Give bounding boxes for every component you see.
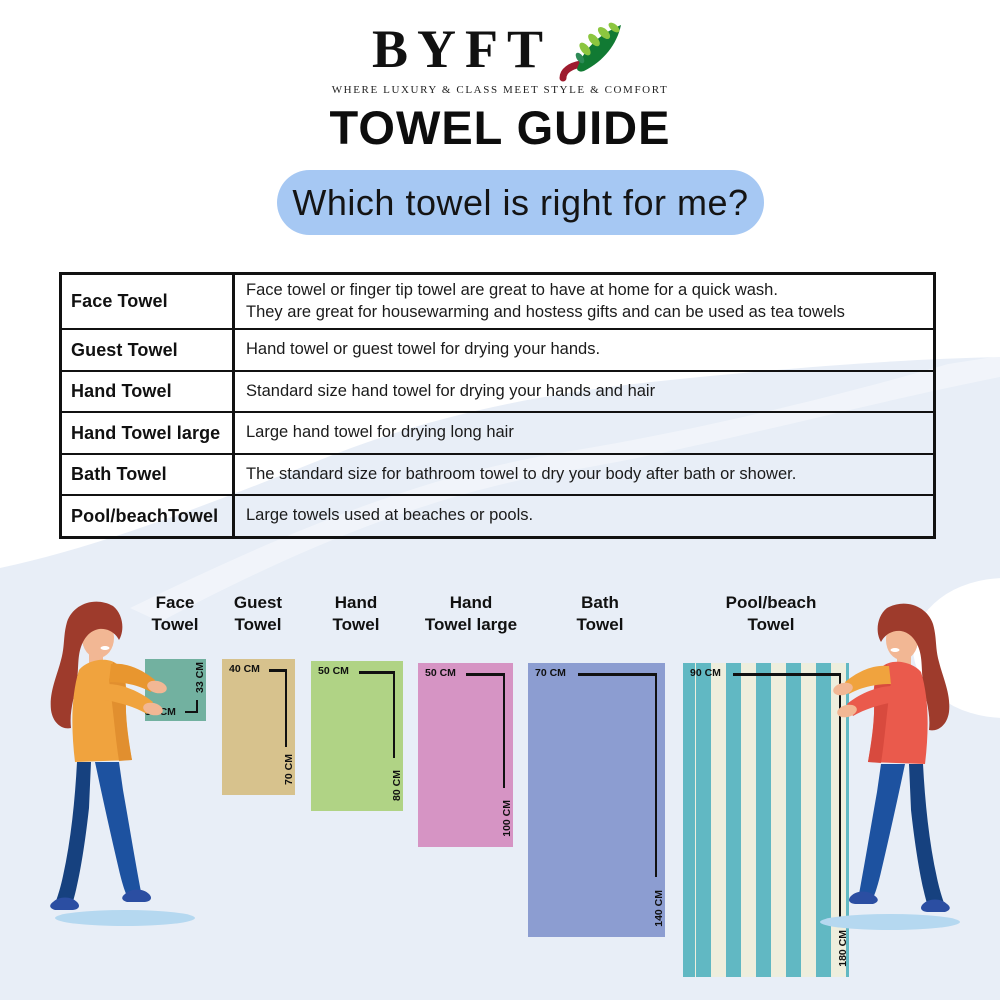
column-header-bath-towel: Bath Towel	[576, 593, 624, 635]
column-header-pool-beach-towel: Pool/beach Towel	[725, 593, 817, 635]
column-header-hand-towel: Hand Towel	[332, 593, 380, 635]
row-description: Hand towel or guest towel for drying you…	[235, 330, 933, 370]
page-title: TOWEL GUIDE	[329, 101, 671, 154]
table-row: Guest Towel Hand towel or guest towel fo…	[62, 328, 933, 370]
question-banner: Which towel is right for me?	[277, 170, 764, 235]
column-header-hand-towel-large: Hand Towel large	[424, 593, 518, 635]
row-label: Guest Towel	[62, 330, 235, 370]
towel-guest: 40 CM 70 CM	[222, 659, 295, 795]
measure-line	[284, 669, 287, 747]
description-line: Large hand towel for drying long hair	[246, 423, 514, 442]
height-label: 33 CM	[194, 662, 206, 693]
row-label: Bath Towel	[62, 455, 235, 494]
brand-name: BYFT	[371, 19, 553, 79]
measure-line	[502, 673, 505, 788]
measure-line	[392, 671, 395, 758]
leaf-icon	[559, 22, 622, 82]
table-row: Face Towel Face towel or finger tip towe…	[62, 275, 933, 328]
towel-description-table: Face Towel Face towel or finger tip towe…	[59, 272, 936, 539]
row-description: Large towels used at beaches or pools.	[235, 496, 933, 536]
table-row: Hand Towel large Large hand towel for dr…	[62, 411, 933, 453]
table-row: Bath Towel The standard size for bathroo…	[62, 453, 933, 494]
towel-hand: 50 CM 80 CM	[311, 661, 403, 811]
table-row: Hand Towel Standard size hand towel for …	[62, 370, 933, 411]
measure-line	[654, 673, 657, 877]
description-line: Hand towel or guest towel for drying you…	[246, 340, 601, 359]
row-label: Hand Towel large	[62, 413, 235, 453]
towel-bath: 70 CM 140 CM	[528, 663, 665, 937]
measure-line	[733, 673, 841, 676]
measure-line	[269, 669, 287, 672]
height-label: 70 CM	[283, 754, 295, 785]
measure-line	[195, 700, 198, 713]
width-label: 70 CM	[535, 667, 566, 679]
woman-left-illustration	[50, 601, 195, 926]
row-label: Face Towel	[62, 275, 235, 328]
column-header-face-towel: Face Towel	[151, 593, 199, 635]
description-line: The standard size for bathroom towel to …	[246, 464, 797, 483]
measure-line	[838, 673, 841, 920]
row-label: Pool/beachTowel	[62, 496, 235, 536]
column-header-guest-towel: Guest Towel	[233, 593, 283, 635]
towel-hand-large: 50 CM 100 CM	[418, 663, 513, 847]
row-label: Hand Towel	[62, 372, 235, 411]
brand-tagline: WHERE LUXURY & CLASS MEET STYLE & COMFOR…	[331, 84, 669, 96]
width-label: 40 CM	[229, 663, 260, 675]
width-label: 50 CM	[425, 667, 456, 679]
row-description: Standard size hand towel for drying your…	[235, 372, 933, 411]
floor-shadow	[55, 910, 195, 926]
measure-line	[185, 710, 198, 713]
width-label: 50 CM	[318, 665, 349, 677]
description-line: Standard size hand towel for drying your…	[246, 381, 656, 400]
height-label: 80 CM	[391, 770, 403, 801]
height-label: 140 CM	[653, 890, 665, 927]
height-label: 100 CM	[501, 800, 513, 837]
floor-shadow	[820, 914, 960, 930]
woman-right-illustration	[820, 603, 960, 930]
row-description: The standard size for bathroom towel to …	[235, 455, 933, 494]
measure-line	[466, 673, 505, 676]
brand-logo: BYFT	[0, 22, 1000, 84]
measure-line	[359, 671, 395, 674]
description-line: Face towel or finger tip towel are great…	[246, 280, 778, 299]
description-line: They are great for housewarming and host…	[246, 302, 845, 321]
description-line: Large towels used at beaches or pools.	[246, 506, 534, 525]
towel-pool-beach: 90 CM 180 CM	[683, 663, 849, 977]
row-description: Face towel or finger tip towel are great…	[235, 275, 933, 328]
table-row: Pool/beachTowel Large towels used at bea…	[62, 494, 933, 536]
row-description: Large hand towel for drying long hair	[235, 413, 933, 453]
measure-line	[578, 673, 657, 676]
width-label: 90 CM	[690, 667, 721, 679]
